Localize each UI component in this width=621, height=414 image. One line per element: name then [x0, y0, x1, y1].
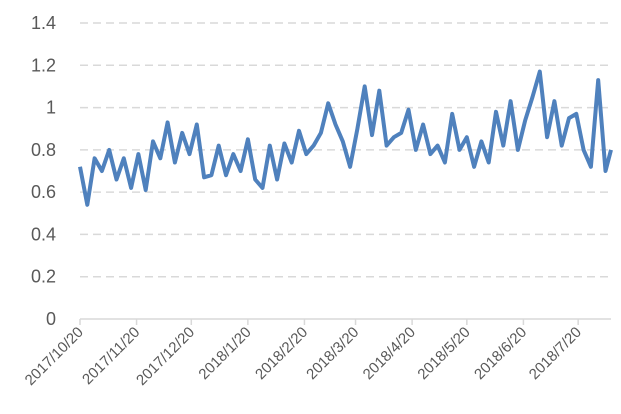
- x-tick-label: 2018/6/20: [471, 324, 530, 383]
- x-tick-label: 2018/1/20: [195, 324, 254, 383]
- x-tick-label: 2018/7/20: [526, 324, 585, 383]
- y-tick-label: 1.2: [31, 55, 56, 75]
- y-tick-label: 0.6: [31, 182, 56, 202]
- x-tick-label: 2018/2/20: [252, 324, 311, 383]
- y-tick-label: 0: [46, 309, 56, 329]
- x-tick-label: 2018/3/20: [303, 324, 362, 383]
- y-tick-label: 1.4: [31, 13, 56, 33]
- y-tick-label: 0.4: [31, 224, 56, 244]
- y-tick-label: 0.2: [31, 267, 56, 287]
- data-line: [78, 69, 613, 207]
- x-tick-label: 2017/12/20: [133, 324, 198, 389]
- x-tick-label: 2018/5/20: [414, 324, 473, 383]
- x-tick-label: 2018/4/20: [360, 324, 419, 383]
- y-tick-label: 0.8: [31, 140, 56, 160]
- y-tick-label: 1: [46, 98, 56, 118]
- x-tick-label: 2017/10/20: [22, 324, 87, 389]
